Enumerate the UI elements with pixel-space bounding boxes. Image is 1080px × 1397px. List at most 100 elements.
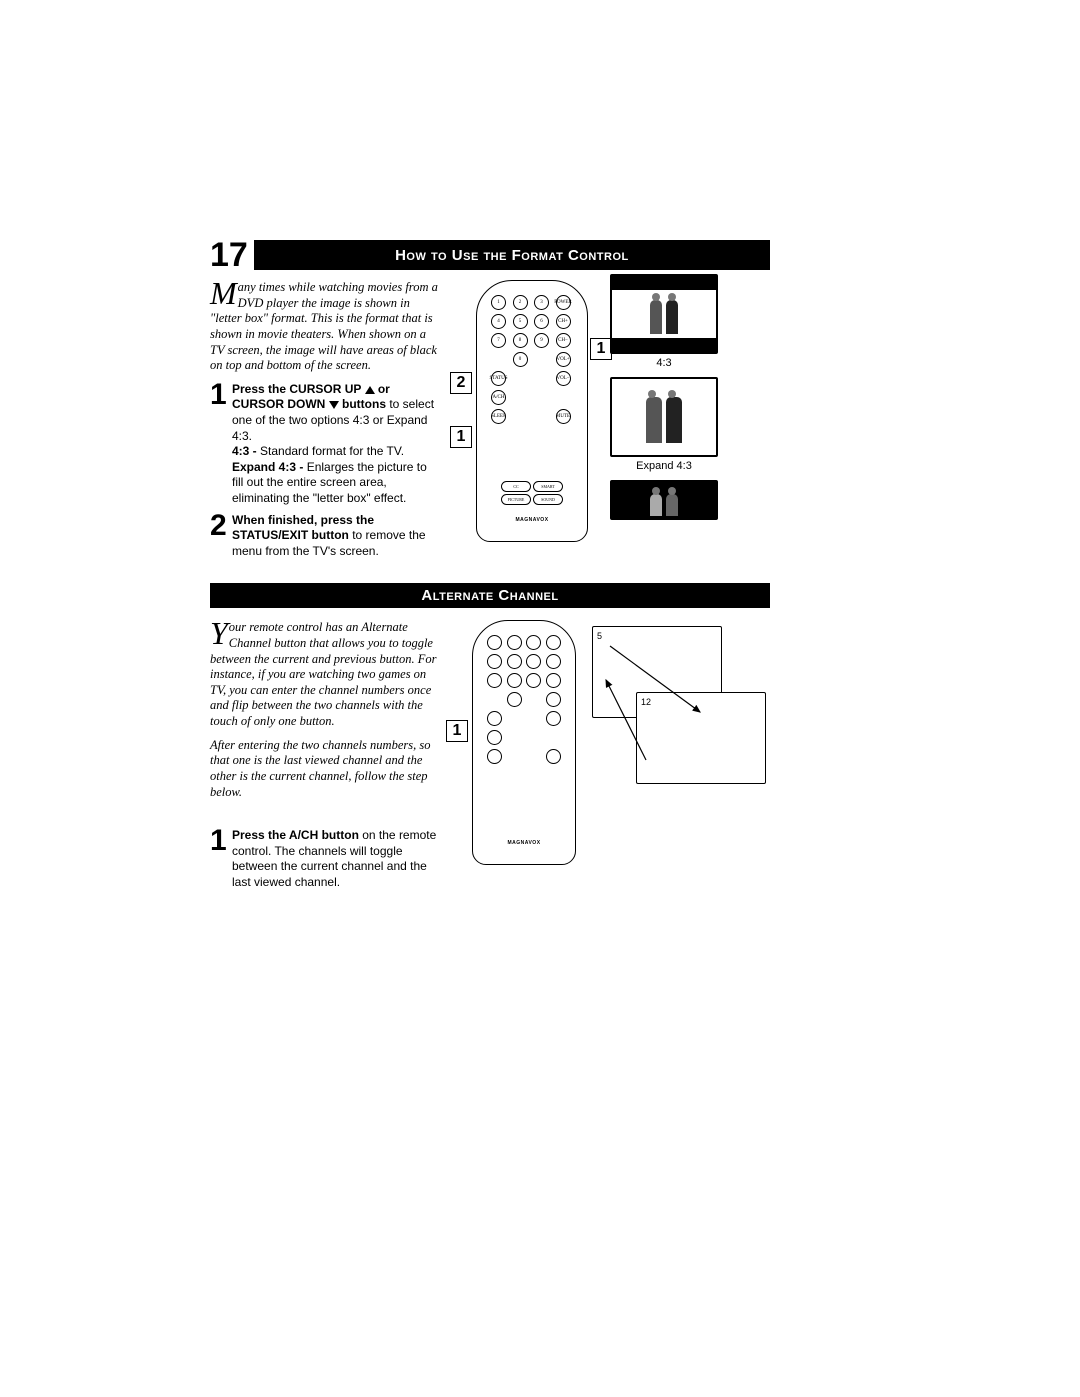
btn: SLEEP bbox=[491, 409, 506, 424]
btn: A/CH bbox=[491, 390, 506, 405]
section2: Alternate Channel Your remote control ha… bbox=[210, 583, 770, 896]
pill: CC bbox=[501, 481, 531, 492]
btn bbox=[526, 635, 541, 650]
sp bbox=[526, 730, 541, 745]
btn bbox=[507, 635, 522, 650]
btn bbox=[487, 749, 502, 764]
section1-text: Many times while watching movies from a … bbox=[210, 280, 440, 565]
section1-header: 17 How to Use the Format Control bbox=[210, 240, 770, 270]
btn bbox=[546, 654, 561, 669]
sp bbox=[556, 390, 571, 405]
callout-2: 2 bbox=[450, 372, 472, 394]
btn: POWER bbox=[556, 295, 571, 310]
sec1-step1: 1 Press the CURSOR UP or CURSOR DOWN but… bbox=[210, 382, 440, 507]
sp bbox=[507, 730, 522, 745]
person-icon bbox=[646, 397, 662, 443]
btn: STATUS bbox=[491, 371, 506, 386]
dropcap: M bbox=[210, 280, 238, 306]
btn: 7 bbox=[491, 333, 506, 348]
section2-text: Your remote control has an Alternate Cha… bbox=[210, 620, 440, 896]
people-icon bbox=[650, 494, 678, 516]
btn: 5 bbox=[513, 314, 528, 329]
tv-partial bbox=[610, 480, 718, 520]
sp bbox=[546, 730, 561, 745]
tv-thumbs: 4:3 Expand 4:3 bbox=[610, 274, 718, 520]
section1-figure: 1 2 3 POWER 4 5 6 CH+ 7 8 9 CH− 0 VOL+ bbox=[450, 280, 770, 565]
sec2-step1: 1 Press the A/CH button on the remote co… bbox=[210, 828, 440, 890]
sec1-step2: 2 When finished, press the STATUS/EXIT b… bbox=[210, 513, 440, 560]
btn: 4 bbox=[491, 314, 506, 329]
dropcap: Y bbox=[210, 620, 229, 646]
people-icon bbox=[650, 300, 678, 334]
t: buttons bbox=[339, 397, 386, 411]
intro-text: any times while watching movies from a D… bbox=[210, 280, 438, 372]
btn bbox=[546, 635, 561, 650]
label-expand: Expand 4:3 bbox=[610, 460, 718, 472]
step-body: When finished, press the STATUS/EXIT but… bbox=[232, 513, 440, 560]
section1-title: How to Use the Format Control bbox=[254, 240, 770, 270]
btn bbox=[487, 711, 502, 726]
tv-expand43 bbox=[610, 377, 718, 457]
pill: PICTURE bbox=[501, 494, 531, 505]
t: Standard format for the TV. bbox=[260, 444, 404, 458]
t: Expand 4:3 - bbox=[232, 460, 307, 474]
section2-intro2: After entering the two channels numbers,… bbox=[210, 738, 440, 801]
pill-row: CC SMART PICTURE SOUND bbox=[501, 481, 563, 505]
section2-title: Alternate Channel bbox=[210, 583, 770, 608]
ch-b: 12 bbox=[641, 697, 651, 707]
step-num: 1 bbox=[210, 828, 232, 890]
btn bbox=[526, 654, 541, 669]
section2-figure: MAGNAVOX 1 5 12 bbox=[450, 620, 770, 896]
btn bbox=[546, 749, 561, 764]
t: our remote control has an Alternate Chan… bbox=[210, 620, 436, 728]
section2-intro: Your remote control has an Alternate Cha… bbox=[210, 620, 440, 729]
person-icon bbox=[650, 494, 662, 516]
tv-b: 12 bbox=[636, 692, 766, 784]
btn: 0 bbox=[513, 352, 528, 367]
t: Press the CURSOR UP bbox=[232, 382, 365, 396]
label-43: 4:3 bbox=[610, 357, 718, 369]
manual-page: 17 How to Use the Format Control Many ti… bbox=[210, 240, 770, 897]
btn bbox=[487, 730, 502, 745]
letterbox-bottom bbox=[612, 338, 716, 352]
people-icon bbox=[646, 397, 682, 443]
person-icon bbox=[666, 494, 678, 516]
step-body: Press the CURSOR UP or CURSOR DOWN butto… bbox=[232, 382, 440, 507]
step-num: 2 bbox=[210, 513, 232, 560]
btn bbox=[507, 654, 522, 669]
btn: 9 bbox=[534, 333, 549, 348]
t: Press the A/CH button bbox=[232, 828, 359, 842]
pill: SOUND bbox=[533, 494, 563, 505]
remote-buttons bbox=[487, 635, 561, 764]
person-icon bbox=[666, 397, 682, 443]
pill: SMART bbox=[533, 481, 563, 492]
step-body: Press the A/CH button on the remote cont… bbox=[232, 828, 440, 890]
person-icon bbox=[650, 300, 662, 334]
callout-1a: 1 bbox=[450, 426, 472, 448]
remote-diagram: 1 2 3 POWER 4 5 6 CH+ 7 8 9 CH− 0 VOL+ bbox=[476, 280, 588, 542]
remote-diagram-2: MAGNAVOX bbox=[472, 620, 576, 865]
remote-brand: MAGNAVOX bbox=[473, 840, 575, 846]
ch-a: 5 bbox=[597, 631, 602, 641]
tv-43 bbox=[610, 274, 718, 354]
callout-1b: 1 bbox=[590, 338, 612, 360]
letterbox-top bbox=[612, 276, 716, 290]
btn: 1 bbox=[491, 295, 506, 310]
callout-1: 1 bbox=[446, 720, 468, 742]
section1-content: Many times while watching movies from a … bbox=[210, 280, 770, 565]
btn bbox=[546, 711, 561, 726]
btn: VOL+ bbox=[556, 352, 571, 367]
btn: 2 bbox=[513, 295, 528, 310]
btn bbox=[546, 692, 561, 707]
btn: CH+ bbox=[556, 314, 571, 329]
btn: 6 bbox=[534, 314, 549, 329]
page-number: 17 bbox=[210, 240, 254, 270]
btn: CH− bbox=[556, 333, 571, 348]
btn: MUTE bbox=[556, 409, 571, 424]
btn bbox=[507, 692, 522, 707]
btn bbox=[487, 654, 502, 669]
remote-brand: MAGNAVOX bbox=[477, 517, 587, 523]
person-icon bbox=[666, 300, 678, 334]
btn bbox=[546, 673, 561, 688]
sp bbox=[513, 390, 528, 405]
